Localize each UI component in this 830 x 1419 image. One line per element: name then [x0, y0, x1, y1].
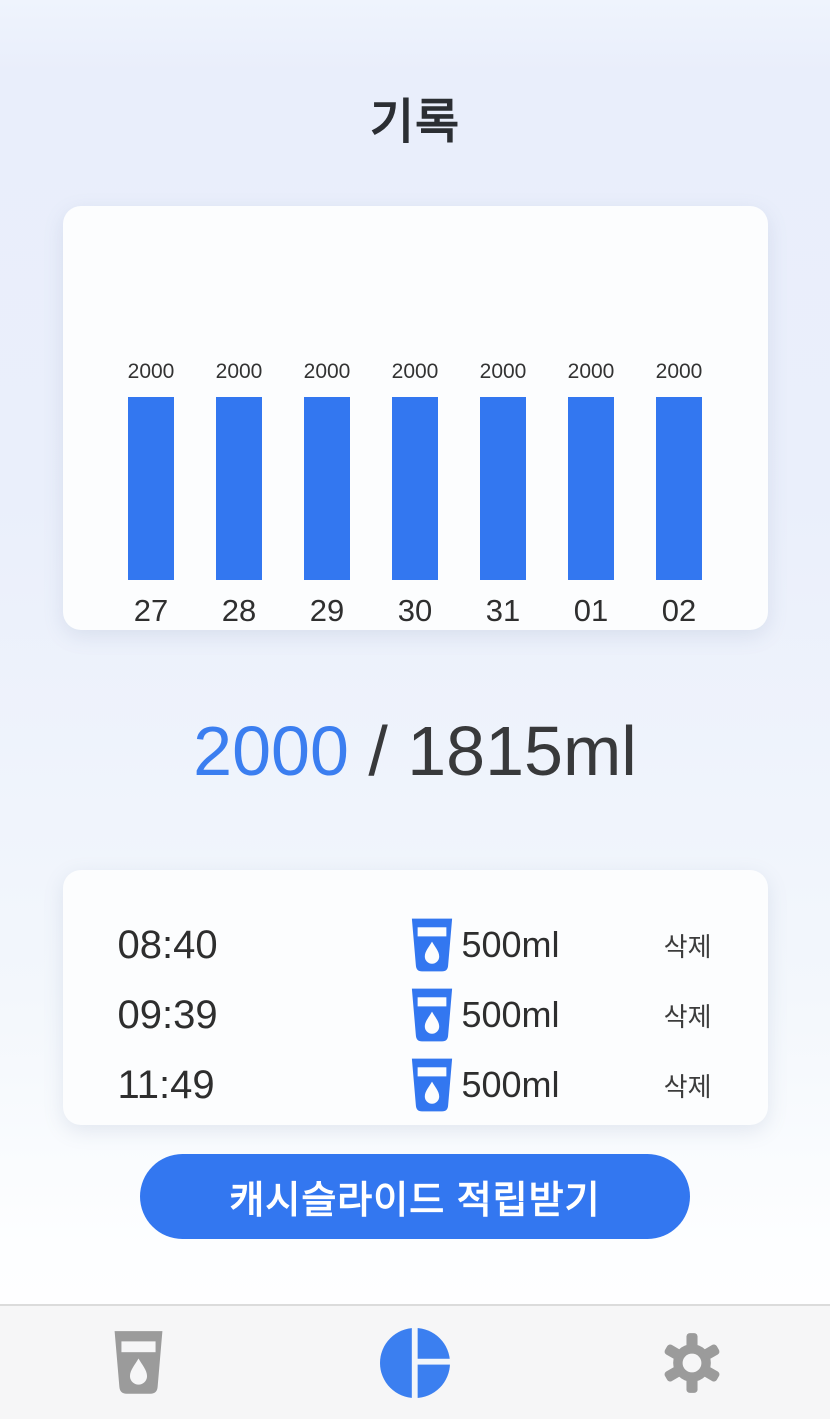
- log-time: 08:40: [117, 922, 218, 967]
- bar-value-label: 2000: [127, 360, 175, 383]
- log-amount-group: 500ml: [328, 1057, 642, 1114]
- cashslide-reward-button[interactable]: 캐시슬라이드 적립받기: [140, 1154, 690, 1239]
- bar-value-label: 2000: [479, 360, 527, 383]
- intake-log-card: 08:40 500ml 삭제 09:39 500ml 삭제 11:49 500ml 삭제: [62, 870, 768, 1125]
- bar: [304, 397, 350, 580]
- bar-value-label: 2000: [567, 360, 615, 383]
- log-amount-group: 500ml: [328, 917, 642, 974]
- bar: [568, 397, 614, 580]
- bottom-nav: [0, 1304, 830, 1419]
- log-amount-group: 500ml: [328, 987, 642, 1044]
- bar-value-label: 2000: [391, 360, 439, 383]
- bar-value-label: 2000: [215, 360, 263, 383]
- bar-column: 2000 27: [107, 361, 195, 630]
- bar-date-label: 01: [573, 593, 609, 628]
- log-row: 08:40 500ml 삭제: [118, 910, 712, 980]
- page-title: 기록: [369, 96, 461, 149]
- water-cup-icon: [409, 1057, 455, 1114]
- goal-amount-value: 2000: [193, 712, 349, 790]
- log-amount-label: 500ml: [461, 1064, 560, 1105]
- delete-button[interactable]: 삭제: [663, 1071, 712, 1102]
- summary-separator: /: [348, 712, 408, 790]
- log-row: 09:39 500ml 삭제: [118, 980, 712, 1050]
- nav-item-water[interactable]: [78, 1318, 198, 1408]
- bar: [656, 397, 702, 580]
- bar-date-label: 31: [485, 593, 521, 628]
- bar-column: 2000 01: [547, 361, 635, 630]
- bar: [128, 397, 174, 580]
- bar: [392, 397, 438, 580]
- water-cup-icon: [111, 1330, 166, 1396]
- delete-button[interactable]: 삭제: [663, 931, 712, 962]
- pie-chart-icon: [379, 1327, 450, 1398]
- bar-column: 2000 31: [459, 361, 547, 630]
- bar-column: 2000 02: [635, 361, 723, 630]
- nav-item-settings[interactable]: [632, 1318, 752, 1408]
- bar-value-label: 2000: [655, 360, 703, 383]
- bar-chart: 2000 27 2000 28 2000 29 2000 30 2000 31 2000 01 2000…: [107, 206, 723, 630]
- log-time: 11:49: [117, 1062, 215, 1107]
- log-amount-label: 500ml: [461, 924, 560, 965]
- bar-column: 2000 30: [371, 361, 459, 630]
- intake-summary: 2000 / 1815ml: [0, 710, 830, 792]
- weekly-chart-card: 2000 27 2000 28 2000 29 2000 30 2000 31 2000 01 2000…: [62, 206, 768, 630]
- bar-column: 2000 29: [283, 361, 371, 630]
- bar: [480, 397, 526, 580]
- water-cup-icon: [409, 987, 455, 1044]
- bar-date-label: 28: [221, 593, 257, 628]
- bar-value-label: 2000: [303, 360, 351, 383]
- bar: [216, 397, 262, 580]
- log-amount-label: 500ml: [461, 994, 560, 1035]
- bar-column: 2000 28: [195, 361, 283, 630]
- log-row: 11:49 500ml 삭제: [118, 1050, 712, 1120]
- log-time: 09:39: [117, 992, 218, 1037]
- current-intake-value: 1815ml: [407, 712, 637, 790]
- delete-button[interactable]: 삭제: [663, 1001, 712, 1032]
- bar-date-label: 29: [309, 593, 345, 628]
- water-cup-icon: [409, 917, 455, 974]
- nav-item-records[interactable]: [355, 1318, 475, 1408]
- bar-date-label: 30: [397, 593, 433, 628]
- bar-date-label: 02: [661, 593, 697, 628]
- bar-date-label: 27: [133, 593, 169, 628]
- gear-icon: [661, 1332, 723, 1394]
